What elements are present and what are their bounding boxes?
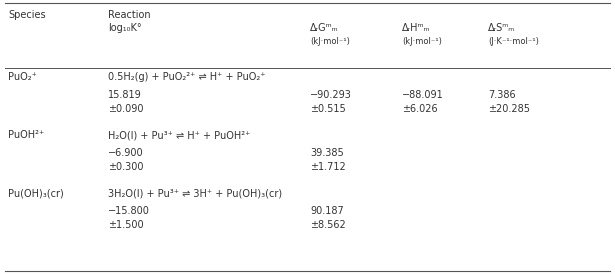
Text: ΔᵣSᵐₘ: ΔᵣSᵐₘ bbox=[488, 23, 515, 33]
Text: Species: Species bbox=[8, 10, 46, 20]
Text: ±0.515: ±0.515 bbox=[310, 104, 346, 114]
Text: (kJ·mol⁻¹): (kJ·mol⁻¹) bbox=[310, 37, 350, 46]
Text: Pu(OH)₃(cr): Pu(OH)₃(cr) bbox=[8, 188, 64, 198]
Text: 7.386: 7.386 bbox=[488, 90, 515, 100]
Text: ±8.562: ±8.562 bbox=[310, 220, 346, 230]
Text: 3H₂O(l) + Pu³⁺ ⇌ 3H⁺ + Pu(OH)₃(cr): 3H₂O(l) + Pu³⁺ ⇌ 3H⁺ + Pu(OH)₃(cr) bbox=[108, 188, 282, 198]
Text: −15.800: −15.800 bbox=[108, 206, 150, 216]
Text: (J·K⁻¹·mol⁻¹): (J·K⁻¹·mol⁻¹) bbox=[488, 37, 539, 46]
Text: ΔᵣHᵐₘ: ΔᵣHᵐₘ bbox=[402, 23, 430, 33]
Text: PuO₂⁺: PuO₂⁺ bbox=[8, 72, 37, 82]
Text: 15.819: 15.819 bbox=[108, 90, 141, 100]
Text: ±20.285: ±20.285 bbox=[488, 104, 530, 114]
Text: −90.293: −90.293 bbox=[310, 90, 352, 100]
Text: ΔᵣGᵐₘ: ΔᵣGᵐₘ bbox=[310, 23, 339, 33]
Text: 90.187: 90.187 bbox=[310, 206, 344, 216]
Text: ±0.300: ±0.300 bbox=[108, 162, 143, 172]
Text: (kJ·mol⁻¹): (kJ·mol⁻¹) bbox=[402, 37, 442, 46]
Text: ±1.712: ±1.712 bbox=[310, 162, 346, 172]
Text: H₂O(l) + Pu³⁺ ⇌ H⁺ + PuOH²⁺: H₂O(l) + Pu³⁺ ⇌ H⁺ + PuOH²⁺ bbox=[108, 130, 250, 140]
Text: ±1.500: ±1.500 bbox=[108, 220, 144, 230]
Text: 0.5H₂(g) + PuO₂²⁺ ⇌ H⁺ + PuO₂⁺: 0.5H₂(g) + PuO₂²⁺ ⇌ H⁺ + PuO₂⁺ bbox=[108, 72, 266, 82]
Text: Reaction: Reaction bbox=[108, 10, 151, 20]
Text: log₁₀K°: log₁₀K° bbox=[108, 23, 141, 33]
Text: 39.385: 39.385 bbox=[310, 148, 344, 158]
Text: ±6.026: ±6.026 bbox=[402, 104, 438, 114]
Text: PuOH²⁺: PuOH²⁺ bbox=[8, 130, 44, 140]
Text: −88.091: −88.091 bbox=[402, 90, 444, 100]
Text: ±0.090: ±0.090 bbox=[108, 104, 143, 114]
Text: −6.900: −6.900 bbox=[108, 148, 144, 158]
